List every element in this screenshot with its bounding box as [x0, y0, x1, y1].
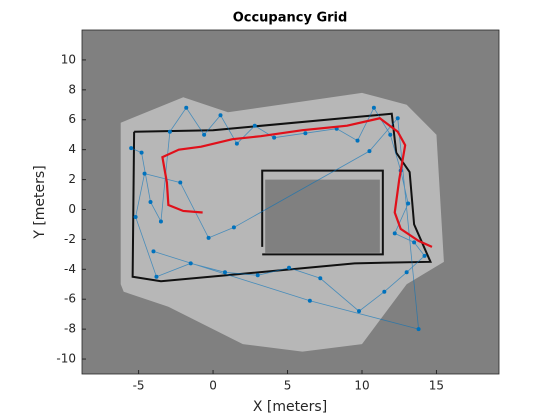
tree-node — [178, 180, 183, 185]
y-tick-label: -6 — [64, 292, 76, 306]
tree-node — [184, 105, 189, 110]
map — [120, 92, 444, 352]
tree-node — [422, 253, 427, 258]
y-tick-label: -8 — [64, 322, 76, 336]
x-tick-label: -5 — [133, 379, 145, 393]
tree-node — [382, 289, 387, 294]
tree-node — [151, 249, 156, 254]
x-tick-label: 15 — [429, 379, 444, 393]
tree-node — [206, 235, 211, 240]
tree-node — [416, 327, 421, 332]
plot — [129, 105, 433, 332]
x-tick-label: 5 — [284, 379, 292, 393]
y-tick-label: 8 — [68, 82, 76, 96]
tree-node — [222, 270, 227, 275]
y-tick-label: 6 — [68, 112, 76, 126]
tree-node — [272, 135, 277, 140]
y-tick-label: -2 — [64, 232, 76, 246]
y-tick-label: -10 — [56, 352, 76, 366]
tree-node — [406, 201, 411, 206]
wall — [261, 169, 384, 256]
tree-node — [355, 138, 360, 143]
y-tick-label: 4 — [68, 142, 76, 156]
tree-node — [255, 273, 260, 278]
y-tick-label: 10 — [61, 52, 76, 66]
x-axis-label: X [meters] — [253, 399, 327, 415]
tree-node — [188, 261, 193, 266]
tree-node — [158, 219, 163, 224]
tree-node — [371, 105, 376, 110]
tree-node — [252, 123, 257, 128]
x-tick-label: 0 — [209, 379, 217, 393]
axes-box — [81, 29, 500, 375]
tree-node — [404, 270, 409, 275]
tree-edges — [130, 106, 426, 330]
tree-node — [154, 274, 159, 279]
tree-node — [388, 132, 393, 137]
x-tick-label: 10 — [354, 379, 369, 393]
tree-node — [395, 116, 400, 121]
tree-node — [139, 150, 144, 155]
path-line — [161, 117, 433, 248]
tree-node — [307, 298, 312, 303]
tree-node — [318, 276, 323, 281]
chart-title: Occupancy Grid — [233, 11, 348, 26]
y-tick-label: 2 — [68, 172, 76, 186]
tree-node — [218, 113, 223, 118]
tree-node — [148, 200, 153, 204]
tree-node — [412, 240, 417, 245]
tree-node — [303, 131, 308, 136]
y-axis-label: Y [meters] — [32, 165, 48, 239]
y-tick-label: -4 — [64, 262, 76, 276]
room-interior — [265, 179, 380, 253]
tree-node — [287, 265, 292, 270]
tree-node — [234, 141, 239, 146]
y-tick-label: 0 — [68, 202, 76, 216]
tree-node — [167, 129, 172, 134]
tree-node — [231, 225, 236, 230]
tree-node — [142, 171, 147, 176]
tree-node — [202, 132, 207, 137]
tree-node — [392, 231, 397, 236]
tree-node — [129, 146, 134, 151]
tree-node — [357, 309, 362, 314]
tree-node — [367, 149, 372, 154]
tree-node — [133, 214, 138, 219]
